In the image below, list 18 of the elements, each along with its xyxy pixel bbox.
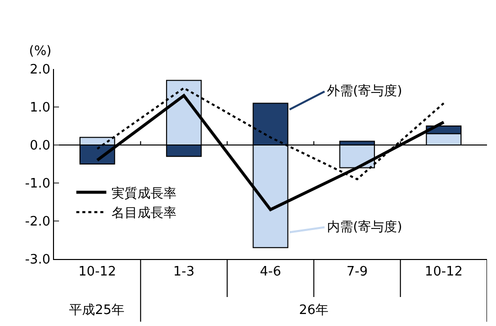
text: 平成25年	[69, 303, 125, 318]
x-tick-label: 4-6	[260, 264, 282, 280]
legend-label: 内需(寄与度)	[327, 219, 402, 235]
x-tick-label: 10-12	[424, 264, 463, 280]
x-tick-label: 1-3	[173, 264, 195, 280]
y-tick-label: -3.0	[25, 252, 50, 268]
y-tick-label: 2.0	[30, 62, 50, 78]
legend-label: 実質成長率	[111, 185, 176, 202]
x-tick-label: 10-12	[78, 264, 116, 280]
y-tick-label: 0.0	[30, 138, 50, 154]
x-tick-label: 7-9	[346, 264, 368, 280]
y-tick-label: -2.0	[25, 214, 50, 230]
text: 26年	[299, 303, 329, 318]
legend-label: 名目成長率	[111, 205, 176, 222]
legend-label: 外需(寄与度)	[327, 83, 402, 99]
y-tick-label: -1.0	[25, 176, 50, 192]
y-axis-title: (%)	[29, 44, 52, 59]
y-tick-label: 1.0	[30, 100, 50, 116]
